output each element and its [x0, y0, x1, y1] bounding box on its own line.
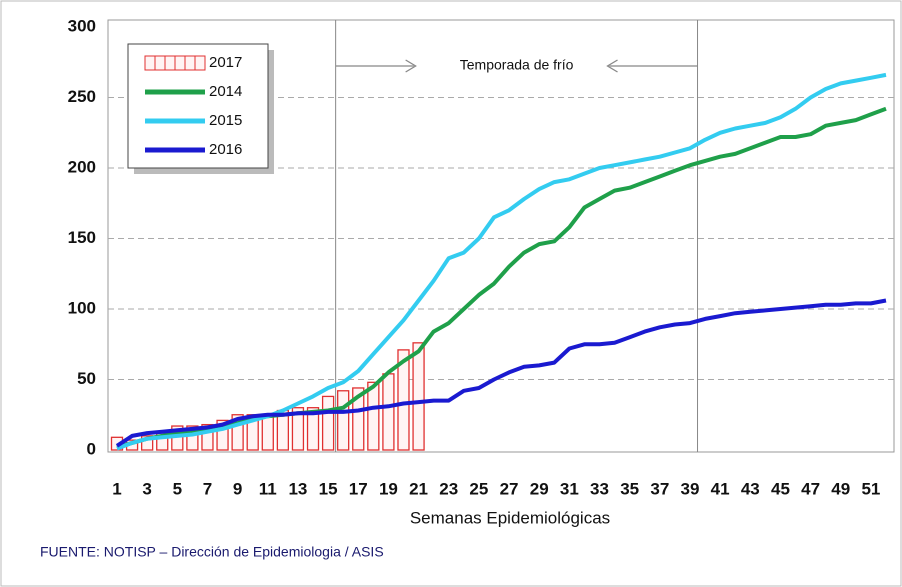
legend-swatch — [184, 55, 196, 71]
legend-swatch — [154, 55, 166, 71]
bar — [382, 373, 395, 451]
legend-label: 2015 — [209, 112, 242, 129]
bar — [306, 407, 320, 451]
line — [115, 298, 887, 448]
y-tick-label: 100 — [68, 298, 96, 317]
x-tick-label: 17 — [349, 479, 368, 498]
x-tick-label: 1 — [112, 479, 121, 498]
x-tick-label: 15 — [319, 479, 338, 498]
x-tick-label: 31 — [560, 479, 579, 498]
x-tick-label: 11 — [259, 479, 277, 498]
arrow — [335, 59, 417, 73]
x-tick-label: 9 — [233, 479, 242, 498]
arrow — [606, 59, 698, 73]
bar — [337, 390, 350, 451]
legend-label: 2014 — [209, 83, 242, 100]
x-tick-label: 41 — [711, 479, 730, 498]
legend-label: 2016 — [209, 141, 242, 158]
x-tick-label: 23 — [439, 479, 458, 498]
x-tick-label: 19 — [379, 479, 398, 498]
x-tick-label: 27 — [500, 479, 519, 498]
bar — [141, 435, 154, 451]
x-axis-title: Semanas Epidemiológicas — [410, 508, 610, 527]
x-tick-label: 29 — [530, 479, 549, 498]
x-tick-label: 43 — [741, 479, 760, 498]
x-tick-label: 25 — [469, 479, 488, 498]
line — [116, 72, 887, 451]
bar — [186, 425, 199, 451]
x-tick-label: 3 — [142, 479, 151, 498]
bar — [291, 407, 305, 451]
legend-label: 2017 — [209, 54, 242, 71]
x-tick-label: 37 — [650, 479, 669, 498]
y-tick-label: 250 — [68, 87, 96, 106]
x-tick-label: 33 — [590, 479, 609, 498]
bar — [231, 414, 244, 451]
x-tick-label: 51 — [861, 479, 880, 498]
bar — [261, 414, 274, 451]
legend-swatch — [144, 55, 156, 71]
bar — [367, 381, 380, 451]
x-tick-label: 39 — [681, 479, 700, 498]
bar — [412, 342, 425, 451]
y-tick-label: 0 — [87, 439, 96, 458]
x-tick-label: 5 — [173, 479, 182, 498]
bar — [397, 349, 410, 451]
x-tick-label: 7 — [203, 479, 212, 498]
bar — [321, 395, 335, 451]
source: FUENTE: NOTISP – Dirección de Epidemiolo… — [40, 544, 384, 560]
y-tick-label: 300 — [68, 16, 96, 35]
x-tick-label: 47 — [801, 479, 820, 498]
x-tick-label: 13 — [288, 479, 307, 498]
y-tick-label: 50 — [77, 369, 96, 388]
x-tick-label: 21 — [409, 479, 428, 498]
legend-swatch — [174, 55, 186, 71]
y-tick-label: 150 — [68, 228, 96, 247]
annotation: Temporada de frío — [460, 57, 574, 73]
y-tick-label: 200 — [68, 157, 96, 176]
bar — [352, 387, 365, 451]
bar — [201, 423, 214, 451]
x-tick-label: 35 — [620, 479, 639, 498]
x-tick-label: 45 — [771, 479, 790, 498]
legend-swatch — [164, 55, 176, 71]
bar — [216, 419, 229, 451]
legend-swatch — [194, 55, 206, 71]
x-tick-label: 49 — [831, 479, 850, 498]
